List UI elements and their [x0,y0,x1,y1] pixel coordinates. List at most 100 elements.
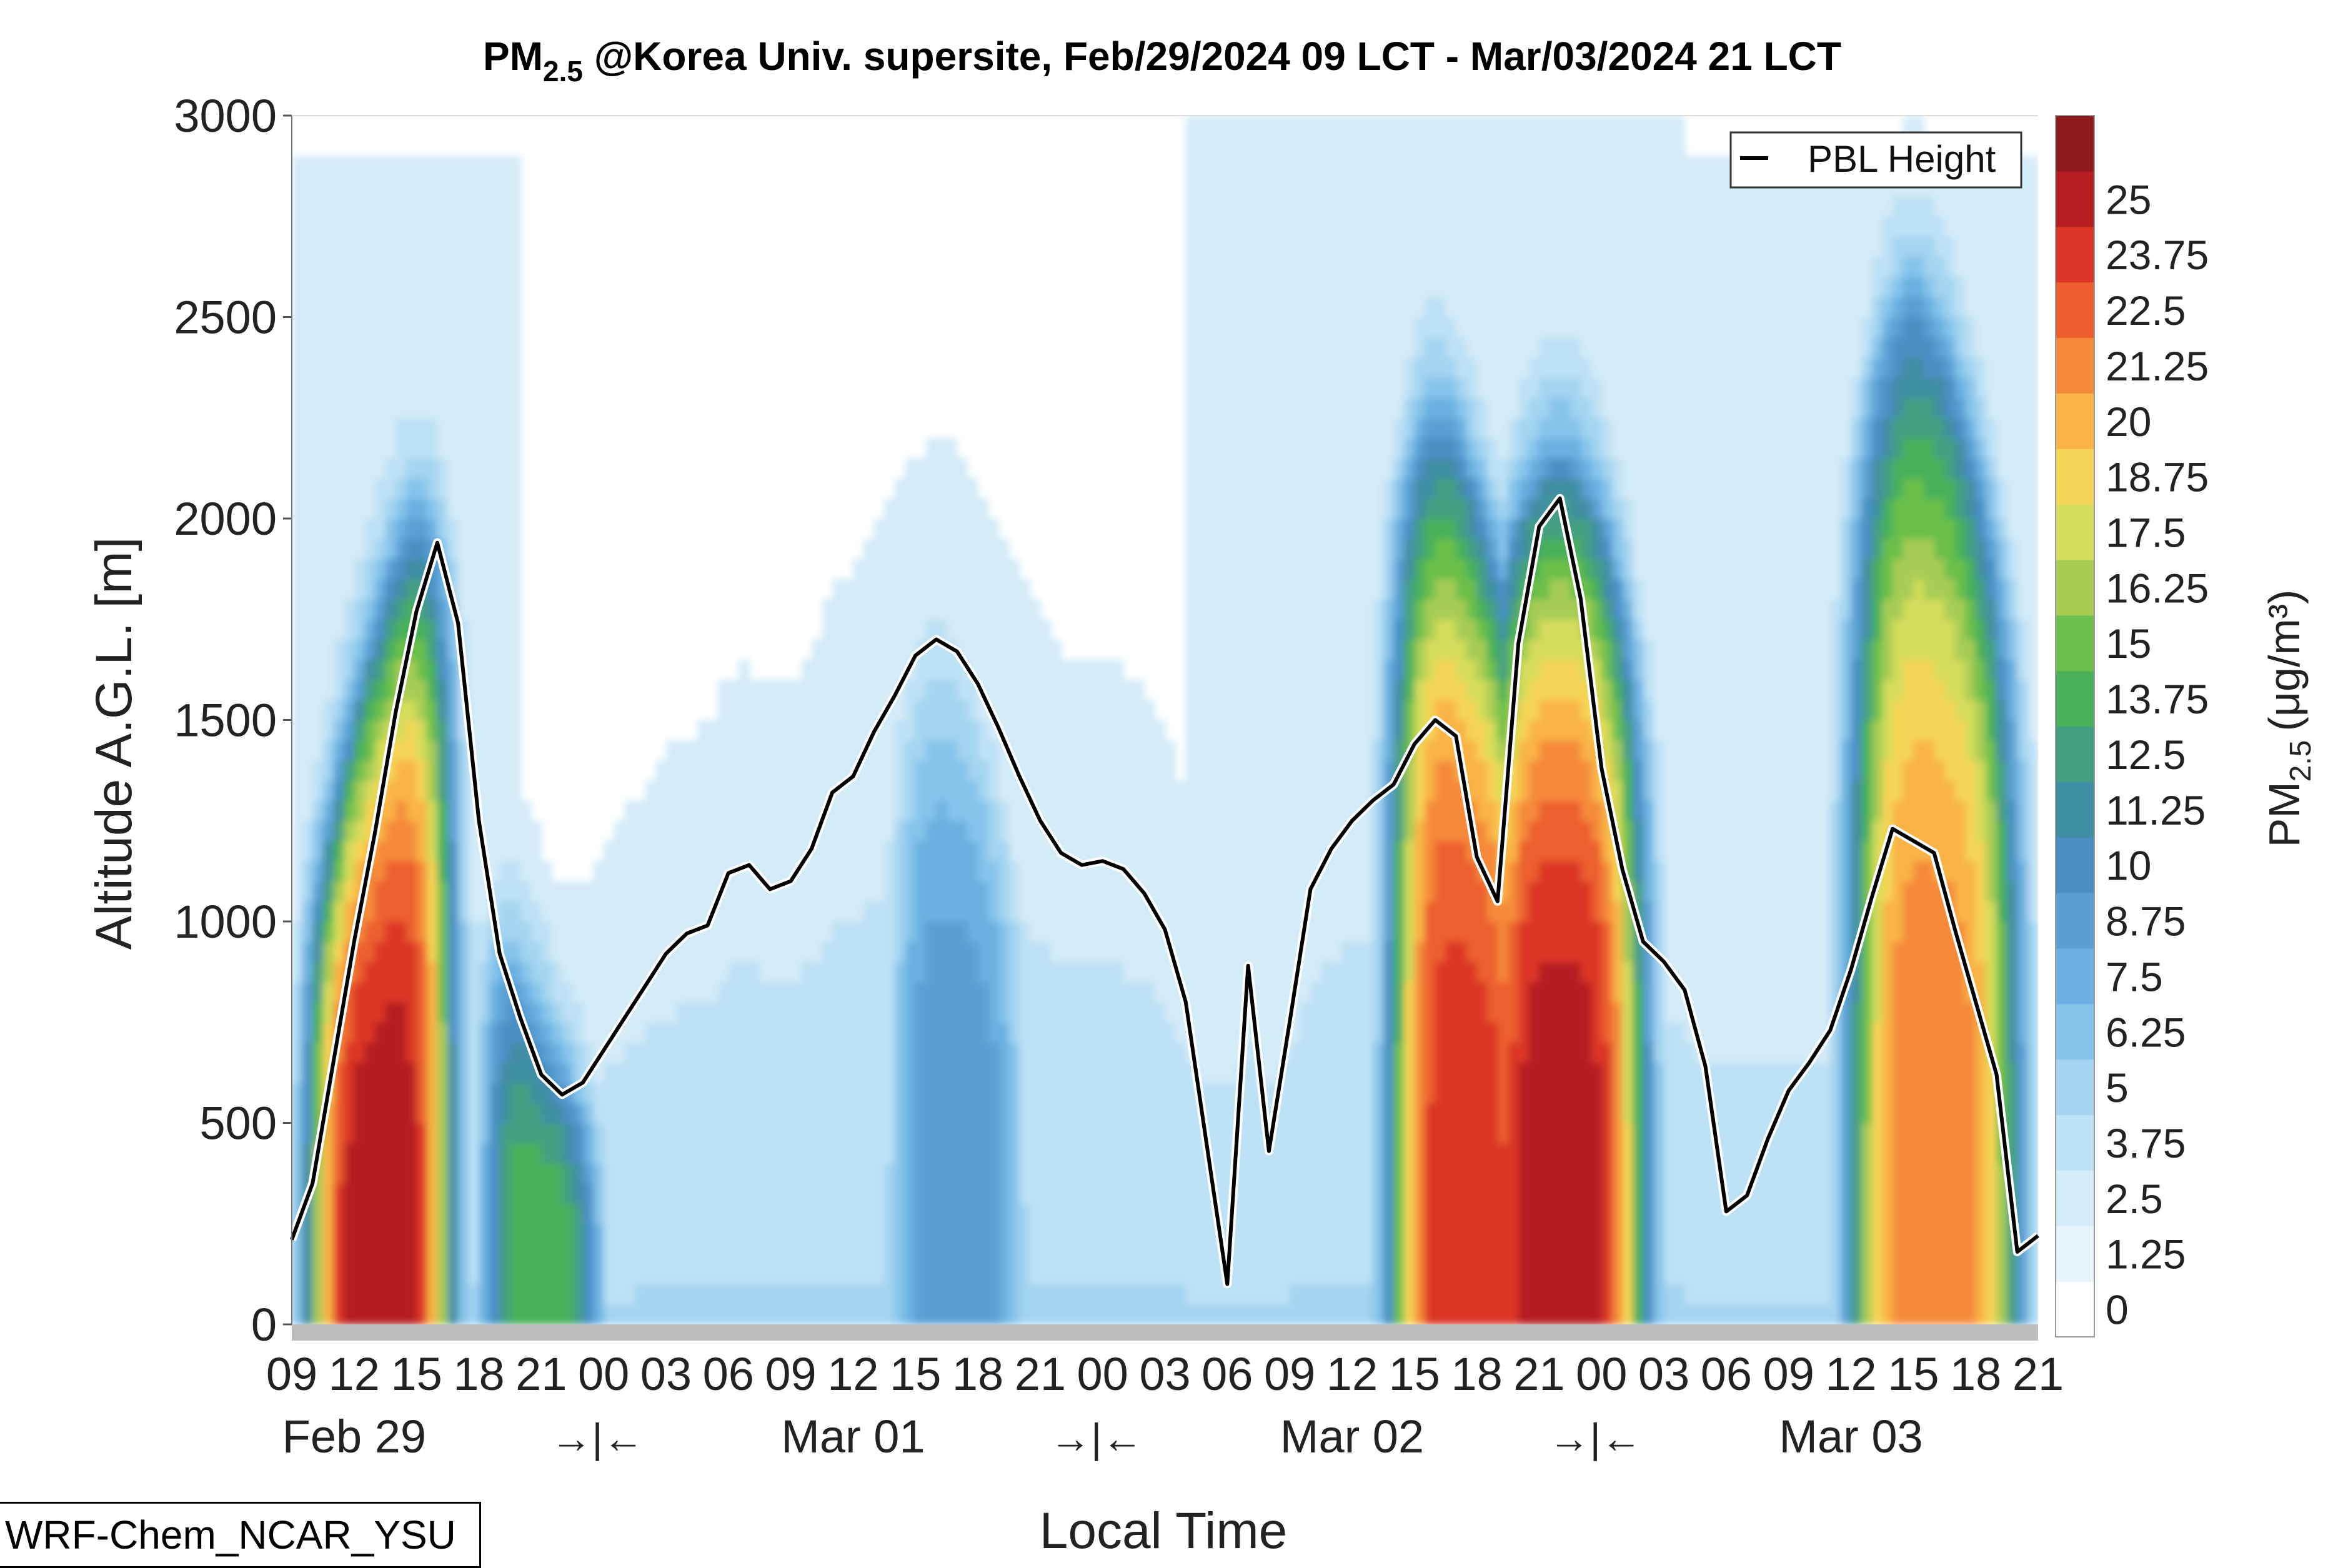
field-cell [354,800,366,821]
field-cell [1362,841,1373,861]
field-cell [437,760,449,781]
field-cell [364,1143,376,1164]
field-cell [312,538,324,560]
field-cell [1393,317,1405,338]
field-cell [1216,659,1228,680]
field-cell [728,901,740,922]
field-cell [1040,1183,1052,1204]
field-cell [988,921,1000,942]
field-cell [354,176,366,197]
field-cell [1425,538,1436,560]
field-cell [822,680,833,700]
field-cell [1300,397,1311,419]
field-cell [1331,800,1343,821]
field-cell [1404,1083,1415,1103]
chart-title-rest: @Korea Univ. supersite, Feb/29/2024 09 L… [583,34,1841,79]
field-cell [873,961,885,983]
field-cell [1019,619,1030,640]
field-cell [1341,861,1353,882]
field-cell [1404,720,1415,741]
field-cell [1165,780,1176,801]
field-cell [1238,176,1249,197]
field-cell [447,277,459,297]
field-cell [1362,941,1373,963]
field-cell [957,1103,968,1124]
field-cell [863,599,875,620]
field-cell [1238,1163,1249,1184]
field-cell [1290,397,1301,419]
field-cell [364,1083,376,1103]
field-cell [842,1203,854,1224]
field-cell [998,1022,1010,1043]
field-cell [1290,820,1301,841]
field-cell [665,921,677,942]
field-cell [1238,720,1249,741]
field-cell [489,820,500,841]
field-cell [593,1264,604,1285]
field-cell [1040,921,1052,942]
field-cell [697,1103,709,1124]
field-cell [354,498,366,519]
field-cell [395,740,407,761]
field-cell [499,1143,511,1164]
field-cell [1238,740,1249,761]
field-cell [1216,820,1228,841]
field-cell [915,1264,927,1285]
field-cell [967,961,978,983]
field-cell [1445,1103,1457,1124]
field-cell [1268,1002,1280,1023]
field-cell [1425,941,1436,963]
field-cell [541,1264,552,1285]
field-cell [520,1244,532,1264]
field-cell [447,1183,459,1204]
field-cell [822,1143,833,1164]
field-cell [822,619,833,640]
field-cell [1341,1223,1353,1244]
field-cell [354,1143,366,1164]
field-cell [406,760,417,781]
field-cell [364,599,376,620]
field-cell [853,961,864,983]
field-cell [1352,901,1363,922]
field-cell [1238,196,1249,217]
field-cell [510,841,521,861]
field-cell [1268,1203,1280,1224]
field-cell [344,841,355,861]
field-cell [437,820,449,841]
field-cell [1113,841,1124,861]
field-cell [1404,599,1415,620]
field-cell [957,1284,968,1305]
field-cell [1373,538,1384,560]
field-cell [354,1002,366,1023]
field-cell [1414,357,1426,378]
field-cell [1216,981,1228,1003]
field-cell [354,780,366,801]
field-cell [322,498,334,519]
field-cell [1206,176,1218,197]
field-cell [1321,196,1332,217]
field-cell [998,680,1010,700]
field-cell [1196,397,1207,419]
field-cell [416,1163,427,1184]
field-cell [1206,659,1218,680]
field-cell [1123,700,1135,721]
field-cell [479,1083,490,1103]
field-cell [1435,780,1446,801]
field-cell [1445,1123,1457,1144]
field-cell [1425,861,1436,882]
field-cell [582,1022,594,1043]
field-cell [770,1223,781,1244]
field-cell [697,1163,709,1184]
field-cell [489,639,500,660]
field-cell [894,478,906,499]
field-cell [1279,901,1290,922]
field-cell [1196,317,1207,338]
field-cell [375,1264,386,1285]
field-cell [967,1284,978,1305]
field-cell [1019,800,1030,821]
field-cell [1352,1244,1363,1264]
field-cell [312,558,324,580]
field-cell [832,1284,843,1305]
field-cell [375,720,386,741]
field-cell [1310,740,1321,761]
